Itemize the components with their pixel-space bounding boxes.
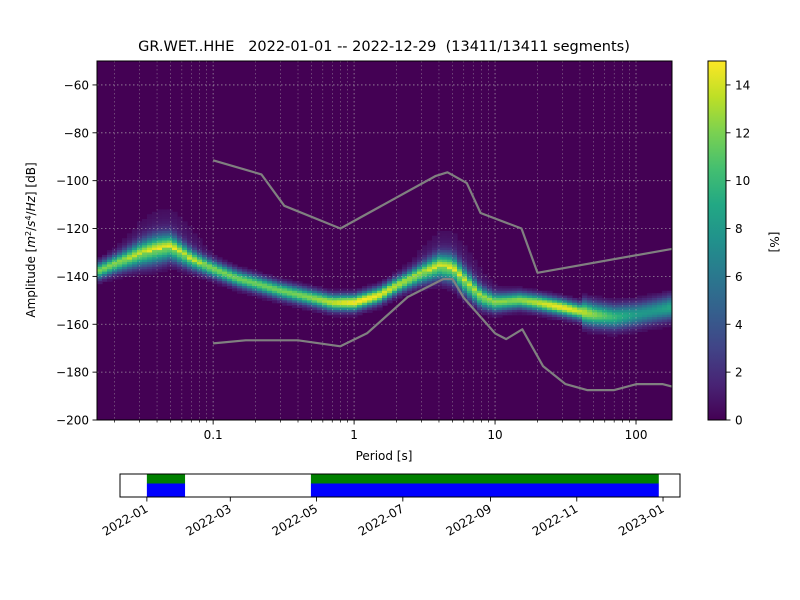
timeline-tick-label: 2022-09 — [444, 501, 494, 538]
coverage-bar-top — [146, 474, 186, 484]
coverage-bar-top — [310, 474, 659, 484]
y-tick-label: −160 — [56, 318, 89, 332]
x-tick-label: 0.1 — [204, 428, 223, 442]
colorbar-tick-label: 14 — [735, 78, 750, 92]
colorbar-tick-label: 0 — [735, 414, 743, 428]
timeline-tick-label: 2022-11 — [530, 501, 580, 538]
high-noise-model-line — [212, 159, 672, 274]
y-tick-label: −180 — [56, 366, 89, 380]
chart-title: GR.WET..HHE 2022-01-01 -- 2022-12-29 (13… — [138, 39, 630, 55]
y-tick-label: −200 — [56, 414, 89, 428]
timeline-tick-label: 2022-01 — [100, 501, 150, 538]
coverage-bars — [146, 474, 659, 497]
x-tick-label: 1 — [350, 428, 358, 442]
y-axis: −60 −80 −100 −120 −140 −160 −180 −200 — [56, 78, 97, 428]
y-axis-label: Amplitude [m2/s4/Hz] [dB] — [24, 162, 39, 317]
colorbar-tick-label: 4 — [735, 318, 743, 332]
timeline-tick-label: 2023-01 — [616, 501, 666, 538]
colorbar — [707, 60, 727, 421]
coverage-bar-bottom — [146, 483, 186, 497]
y-tick-label: −140 — [56, 270, 89, 284]
low-noise-model-line — [212, 277, 672, 392]
x-tick-label: 100 — [625, 428, 648, 442]
coverage-bar-bottom — [310, 483, 659, 497]
colorbar-tick-label: 12 — [735, 126, 750, 140]
timeline-tick-label: 2022-03 — [183, 501, 233, 538]
plot-frame — [96, 60, 673, 421]
x-tick-label: 10 — [487, 428, 502, 442]
colorbar-label: [%] — [767, 232, 781, 253]
y-tick-label: −80 — [64, 126, 89, 140]
x-axis: 0.1 1 10 100 — [114, 420, 648, 442]
colorbar-tick-label: 6 — [735, 270, 743, 284]
colorbar-tick-label: 2 — [735, 366, 743, 380]
timeline-frame — [119, 473, 681, 498]
noise-models — [212, 159, 672, 392]
x-axis-label: Period [s] — [356, 449, 413, 463]
timeline-tick-label: 2022-05 — [270, 501, 320, 538]
y-tick-label: −100 — [56, 174, 89, 188]
colorbar-tick-label: 10 — [735, 174, 750, 188]
y-tick-label: −60 — [64, 78, 89, 92]
timeline-tick-label: 2022-07 — [356, 501, 406, 538]
colorbar-ticks: 0 2 4 6 8 10 12 14 — [726, 78, 750, 428]
colorbar-tick-label: 8 — [735, 222, 743, 236]
y-tick-label: −120 — [56, 222, 89, 236]
timeline-axis: 2022-01 2022-03 2022-05 2022-07 2022-09 2022-… — [100, 497, 667, 539]
